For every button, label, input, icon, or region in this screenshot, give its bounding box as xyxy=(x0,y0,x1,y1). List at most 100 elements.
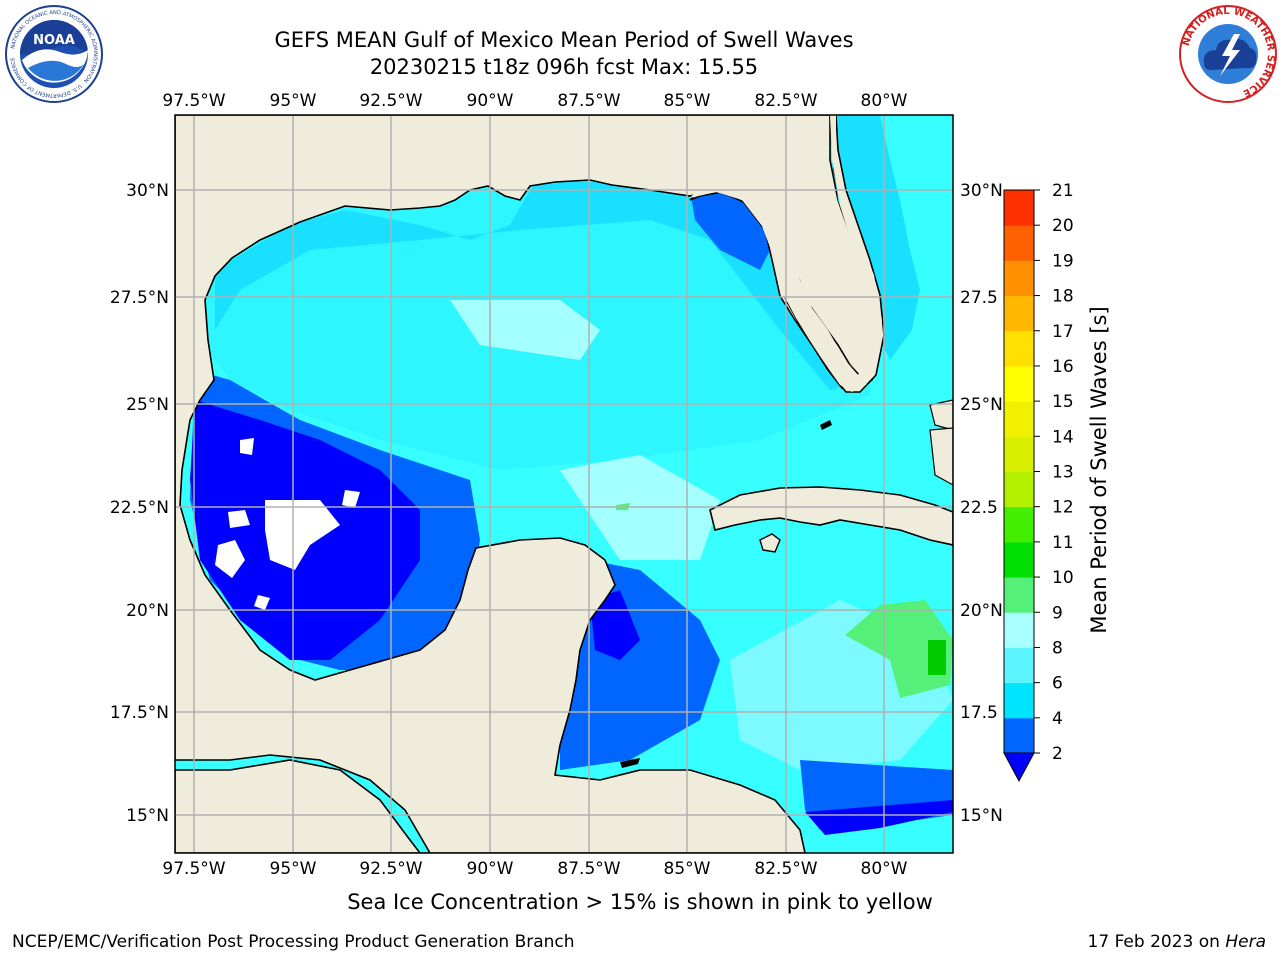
colorbar-segment xyxy=(1004,295,1034,332)
colorbar-tick-label: 14 xyxy=(1052,427,1074,447)
colorbar-segment xyxy=(1004,541,1034,578)
colorbar-tick-label: 16 xyxy=(1052,357,1074,377)
colorbar-tick-label: 4 xyxy=(1052,709,1063,729)
no-data-patch xyxy=(254,595,270,610)
colorbar-segment xyxy=(1004,577,1034,613)
land-keys xyxy=(820,420,832,430)
colorbar-segment xyxy=(1004,717,1034,754)
lat-labels-right: 30°N 27.5 25°N 22.5 20°N 17.5 15°N xyxy=(960,181,1003,826)
lon-label: 82.5°W xyxy=(754,91,817,111)
swell-band-below-2-campeche xyxy=(590,590,640,660)
colorbar-extend-arrow xyxy=(1003,752,1035,783)
lon-labels-top: 97.5°W 95°W 92.5°W 90°W 87.5°W 85°W 82.5… xyxy=(162,91,907,111)
lat-label: 30°N xyxy=(960,181,1003,201)
lat-label: 20°N xyxy=(126,601,169,621)
colorbar-tick-label: 12 xyxy=(1052,498,1074,518)
colorbar-tick-label: 15 xyxy=(1052,392,1074,412)
map-area xyxy=(175,115,953,853)
sea-ice-caption: Sea Ice Concentration > 15% is shown in … xyxy=(347,890,933,914)
lon-label: 95°W xyxy=(270,91,317,111)
lat-label: 15°N xyxy=(960,806,1003,826)
lat-label: 27.5°N xyxy=(110,288,169,308)
graticule xyxy=(175,115,953,853)
no-data-patch xyxy=(240,438,254,455)
colorbar-segment xyxy=(1004,682,1034,719)
colorbar-segment xyxy=(1004,330,1034,367)
colorbar-tick-label: 17 xyxy=(1052,322,1074,342)
lon-label: 85°W xyxy=(664,859,711,879)
lon-label: 97.5°W xyxy=(162,91,225,111)
swell-band-9-10 xyxy=(845,600,953,698)
lat-label: 20°N xyxy=(960,601,1003,621)
land-bay-islands xyxy=(620,758,640,768)
colorbar: 2 4 6 8 9 10 11 12 13 14 15 16 17 18 19 20 21 xyxy=(1003,181,1074,783)
colorbar-label: Mean Period of Swell Waves [s] xyxy=(1087,306,1111,633)
lon-label: 80°W xyxy=(861,91,908,111)
colorbar-segment xyxy=(1004,436,1034,472)
lat-label: 27.5 xyxy=(960,288,998,308)
noaa-logo: NOAA NATIONAL OCEANIC AND ATMOSPHERIC AD… xyxy=(5,5,103,103)
swell-band-10-11 xyxy=(928,640,946,675)
lon-label: 92.5°W xyxy=(359,859,422,879)
lat-label: 22.5°N xyxy=(110,498,169,518)
lon-label: 90°W xyxy=(467,91,514,111)
colorbar-tick-label: 6 xyxy=(1052,674,1063,694)
swell-band-below-2-south xyxy=(805,800,953,835)
colorbar-segment xyxy=(1004,190,1034,226)
colorbar-segment xyxy=(1004,260,1034,297)
colorbar-tick-label: 18 xyxy=(1052,287,1074,307)
lat-labels-left: 30°N 27.5°N 25°N 22.5°N 20°N 17.5°N 15°N xyxy=(110,181,169,826)
credit-host: Hera xyxy=(1225,932,1266,952)
colorbar-segment xyxy=(1004,401,1034,437)
land-bahamas xyxy=(929,399,953,431)
colorbar-segment xyxy=(1004,647,1034,684)
colorbar-tick-label: 8 xyxy=(1052,638,1063,658)
lat-label: 30°N xyxy=(126,181,169,201)
chart-subtitle: 20230215 t18z 096h fcst Max: 15.55 xyxy=(369,55,759,79)
colorbar-tick-label: 10 xyxy=(1052,568,1074,588)
lon-label: 87.5°W xyxy=(557,859,620,879)
no-data-patch xyxy=(215,540,245,578)
no-data-patch xyxy=(342,490,360,508)
colorbar-tick-label: 2 xyxy=(1052,744,1063,764)
swell-band-8-9 xyxy=(450,300,600,360)
colorbar-segment xyxy=(1004,471,1034,508)
lon-label: 92.5°W xyxy=(359,91,422,111)
no-data-patch xyxy=(228,510,250,528)
colorbar-tick-label: 19 xyxy=(1052,251,1074,271)
land-isla-juventud xyxy=(759,533,781,553)
svg-text:NOAA: NOAA xyxy=(33,33,75,48)
colorbar-segment xyxy=(1004,365,1034,402)
colorbar-segment xyxy=(1004,225,1034,261)
colorbar-tick-label: 9 xyxy=(1052,603,1063,623)
lon-labels-bottom: 97.5°W 95°W 92.5°W 90°W 87.5°W 85°W 82.5… xyxy=(162,859,907,879)
credit-date-text: 17 Feb 2023 on xyxy=(1087,932,1226,952)
lon-label: 95°W xyxy=(270,859,317,879)
no-data-patch xyxy=(265,500,340,570)
lat-label: 17.5°N xyxy=(110,703,169,723)
lat-label: 22.5 xyxy=(960,498,998,518)
land-north-america xyxy=(175,115,883,853)
map-frame xyxy=(174,114,954,854)
chart-title: GEFS MEAN Gulf of Mexico Mean Period of … xyxy=(274,28,854,52)
credit-date: 17 Feb 2023 on Hera xyxy=(1088,932,1266,952)
colorbar-tick-label: 21 xyxy=(1052,181,1074,201)
land-cuba xyxy=(709,486,953,546)
lat-label: 25°N xyxy=(960,395,1003,415)
colorbar-segment xyxy=(1004,506,1034,543)
colorbar-segment xyxy=(1004,612,1034,648)
atlantic-coastal-band xyxy=(835,115,920,360)
nws-logo: NATIONAL WEATHER SERVICE xyxy=(1179,5,1277,103)
land-hispaniola-edge xyxy=(929,427,953,486)
lat-label: 25°N xyxy=(126,395,169,415)
lon-label: 85°W xyxy=(664,91,711,111)
colorbar-tick-label: 11 xyxy=(1052,533,1074,553)
lon-label: 82.5°W xyxy=(754,859,817,879)
lon-label: 90°W xyxy=(467,859,514,879)
colorbar-tick-label: 20 xyxy=(1052,216,1074,236)
lon-label: 87.5°W xyxy=(557,91,620,111)
lon-label: 80°W xyxy=(861,859,908,879)
colorbar-tick-label: 13 xyxy=(1052,463,1074,483)
credit-branch: NCEP/EMC/Verification Post Processing Pr… xyxy=(12,932,575,952)
